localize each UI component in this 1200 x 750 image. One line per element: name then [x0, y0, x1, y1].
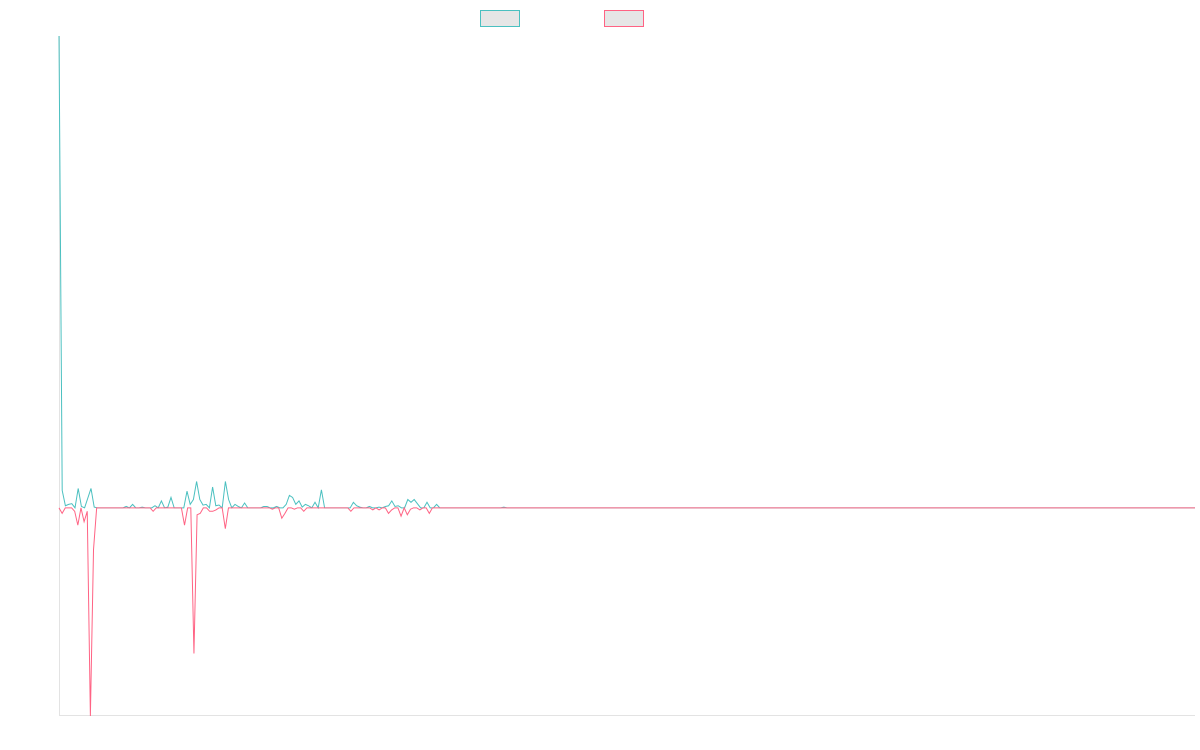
legend-swatch-series-1[interactable]	[480, 10, 520, 27]
series-group	[58, 35, 1195, 717]
legend-swatch-series-2[interactable]	[604, 10, 644, 27]
series-line-2	[58, 506, 1195, 717]
series-line-1	[58, 35, 1195, 510]
